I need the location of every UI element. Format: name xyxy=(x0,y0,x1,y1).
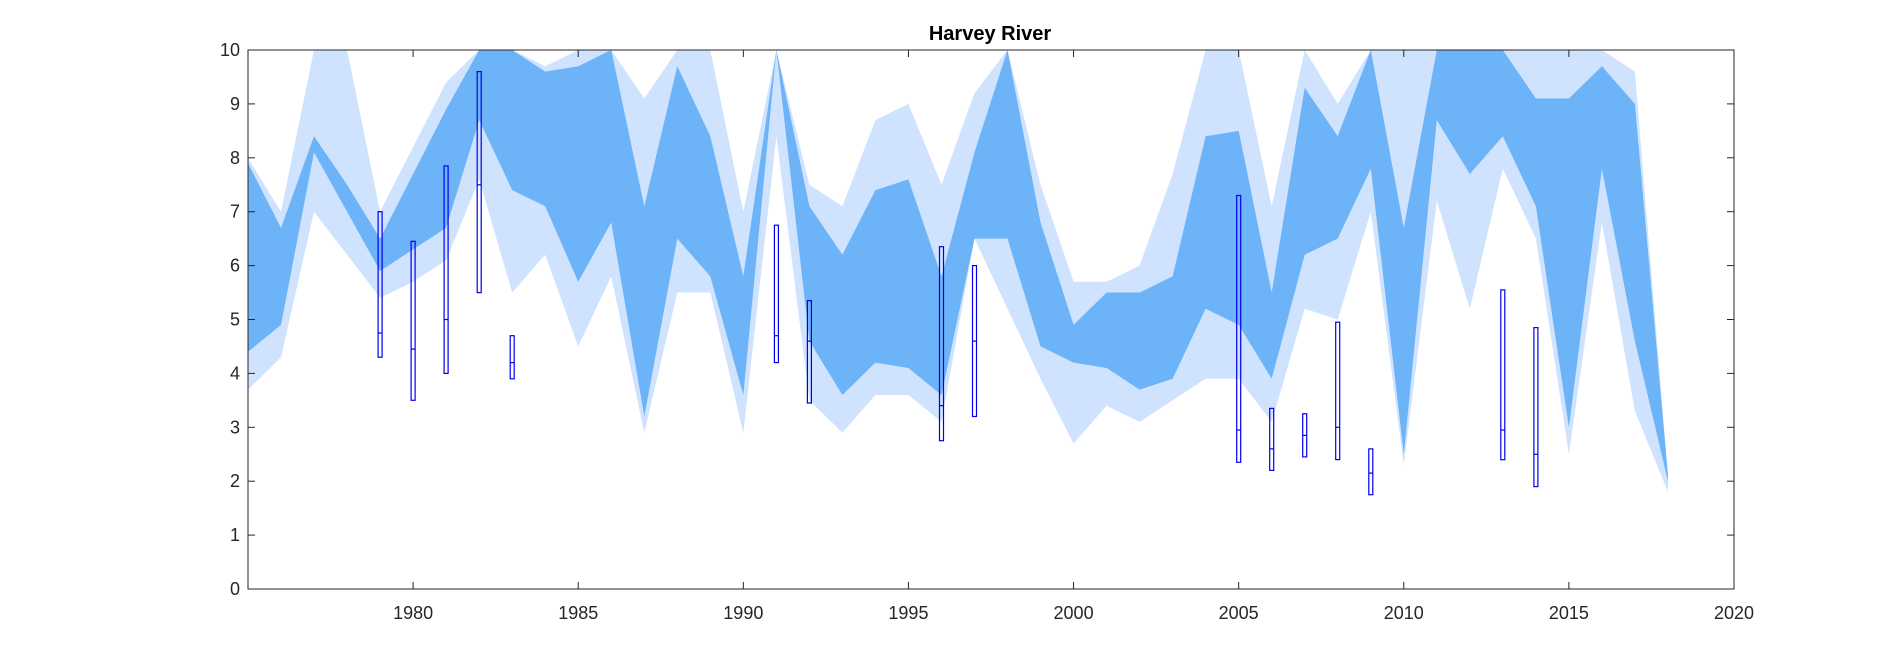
box-rect xyxy=(1236,194,1242,463)
box-rect xyxy=(1368,448,1374,496)
y-tick-label: 0 xyxy=(230,579,240,599)
box-rect xyxy=(806,300,813,404)
box-rect xyxy=(443,165,449,374)
box-marker xyxy=(1236,194,1242,463)
box-rect xyxy=(1269,407,1275,471)
box-marker xyxy=(377,211,383,358)
y-tick-label: 9 xyxy=(230,94,240,114)
y-tick-label: 6 xyxy=(230,256,240,276)
y-tick-label: 5 xyxy=(230,310,240,330)
x-tick-label: 1995 xyxy=(888,603,928,623)
box-marker xyxy=(806,300,813,404)
y-tick-label: 2 xyxy=(230,471,240,491)
x-tick-label: 1985 xyxy=(558,603,598,623)
box-marker xyxy=(1302,413,1308,458)
y-tick-label: 8 xyxy=(230,148,240,168)
y-tick-label: 4 xyxy=(230,363,240,383)
x-tick-label: 1980 xyxy=(393,603,433,623)
box-marker xyxy=(1269,407,1275,471)
box-rect xyxy=(509,335,515,380)
y-tick-label: 7 xyxy=(230,202,240,222)
axes: 0 1 2 3 4 5 6 7 8 9 10 1980 1985 1990 1995 2000 2005 2010… xyxy=(220,40,1754,623)
box-marker xyxy=(1368,448,1374,496)
box-rect xyxy=(938,246,945,442)
x-tick-label: 2015 xyxy=(1549,603,1589,623)
inner-band-area xyxy=(248,50,1668,482)
box-marker xyxy=(971,265,978,418)
box-markers xyxy=(377,70,1539,496)
plot-area xyxy=(248,50,1668,492)
box-marker xyxy=(938,246,945,442)
box-marker xyxy=(476,70,482,294)
x-tick-label: 2005 xyxy=(1219,603,1259,623)
box-marker xyxy=(410,240,416,401)
x-tick-label: 2010 xyxy=(1384,603,1424,623)
box-marker xyxy=(1500,289,1506,461)
box-marker xyxy=(509,335,515,380)
chart-title: Harvey River xyxy=(929,23,1052,45)
y-tick-label: 1 xyxy=(230,525,240,545)
box-marker xyxy=(1533,327,1539,488)
box-rect xyxy=(1335,321,1341,461)
y-tick-label: 10 xyxy=(220,40,240,60)
box-rect xyxy=(1533,327,1539,488)
box-marker xyxy=(443,165,449,374)
box-rect xyxy=(1500,289,1506,461)
box-rect xyxy=(377,211,383,358)
box-marker xyxy=(1335,321,1341,461)
box-rect xyxy=(773,224,780,364)
y-tick-label: 3 xyxy=(230,417,240,437)
box-rect xyxy=(476,70,482,294)
box-marker xyxy=(773,224,780,364)
x-tick-label: 2020 xyxy=(1714,603,1754,623)
x-tick-label: 2000 xyxy=(1054,603,1094,623)
x-tick-label: 1990 xyxy=(723,603,763,623)
box-rect xyxy=(410,240,416,401)
